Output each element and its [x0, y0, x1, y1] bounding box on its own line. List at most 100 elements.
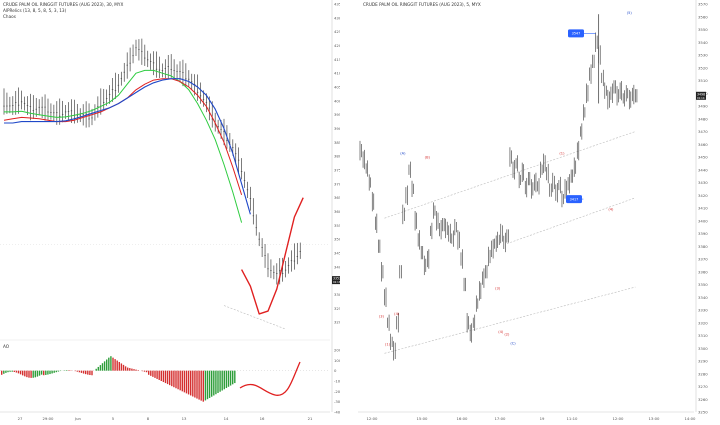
ao-bar: [53, 370, 55, 373]
ao-bar: [40, 370, 43, 375]
ao-bar: [164, 370, 167, 384]
left-x-tick-label: 14: [224, 416, 229, 421]
ao-bar: [171, 370, 173, 387]
left-x-tick-label: Jun: [74, 416, 82, 421]
right-x-tick-label: 11:10: [567, 416, 579, 421]
ao-label: AO: [3, 344, 10, 349]
left-trend-line: [223, 305, 286, 330]
wave-label: (5): [627, 11, 633, 15]
left-y-tick-label: 3750: [334, 168, 340, 173]
ao-bar: [129, 368, 131, 371]
ao-bar: [234, 370, 236, 384]
wave-label: (1): [559, 151, 565, 155]
ao-bar: [198, 370, 200, 400]
wave-label: (C): [510, 341, 516, 345]
ao-bar: [181, 370, 183, 392]
ao-bar: [36, 370, 39, 377]
left-price-badge: [332, 276, 340, 285]
left-y-tick-label: 4000: [334, 98, 340, 103]
ao-bar: [162, 370, 165, 383]
right-channel-upper: [384, 131, 636, 219]
left-chart-panel[interactable]: CRUDE PALM OIL RINGGIT FUTURES (AUG 2023…: [0, 0, 340, 425]
right-y-tick-label: 3420: [698, 193, 708, 198]
ao-bar: [3, 370, 5, 374]
ao-bar: [101, 363, 104, 371]
ao-bar: [215, 370, 217, 395]
left-y-tick-label: 4100: [334, 71, 340, 76]
ao-bar: [43, 370, 45, 376]
ao-bar: [47, 370, 49, 375]
ao-bar: [19, 370, 22, 375]
ao-bar: [38, 370, 41, 376]
ao-bar: [229, 370, 232, 386]
left-x-tick-label: 8: [147, 416, 150, 421]
right-y-tick-label: 3370: [698, 257, 708, 262]
ao-bar: [114, 359, 116, 371]
ao-y-tick-label: 0: [334, 368, 337, 373]
left-y-tick-label: 3400: [334, 264, 340, 269]
ao-bar: [45, 370, 47, 375]
ao-bar: [112, 357, 114, 371]
left-x-tick-label: 27: [18, 416, 23, 421]
ao-bar: [26, 370, 28, 378]
right-price-badge-time: 01:14: [697, 96, 705, 100]
ao-bar: [9, 370, 11, 372]
left-y-tick-label: 3800: [334, 154, 340, 159]
right-y-tick-label: 3410: [698, 206, 708, 211]
right-y-tick-label: 3260: [698, 397, 708, 402]
right-y-tick-label: 3250: [698, 410, 708, 415]
ao-bar: [213, 370, 215, 396]
right-x-tick-label: 12:00: [613, 416, 625, 421]
wave-label: (B): [425, 155, 431, 159]
ao-bar: [202, 370, 204, 402]
ao-bar: [1, 370, 3, 375]
ao-bar: [154, 370, 156, 378]
ao-bar: [7, 370, 9, 373]
left-y-tick-label: 3950: [334, 112, 340, 117]
ao-bar: [150, 370, 152, 376]
ao-bar: [158, 370, 160, 380]
right-y-tick-label: 3440: [698, 167, 708, 172]
ao-bar: [160, 370, 162, 381]
right-y-tick-label: 3330: [698, 308, 708, 313]
ao-bar: [192, 370, 194, 397]
left-price-chart[interactable]: 4350 4300 4250 4200 4150 4100 4050 4000 3950 3900…: [0, 0, 340, 425]
ao-bar: [190, 370, 192, 396]
ao-bar: [206, 370, 209, 400]
right-y-tick-label: 3280: [698, 371, 708, 376]
ao-bar: [211, 370, 213, 397]
ao-bar: [177, 370, 179, 390]
left-y-tick-label: 4250: [334, 29, 340, 34]
right-y-tick-label: 3530: [698, 53, 708, 58]
ao-bar: [89, 370, 91, 376]
ao-bar: [183, 370, 186, 393]
right-chart-panel[interactable]: CRUDE PALM OIL RINGGIT FUTURES (AUG 2023…: [358, 0, 720, 425]
ao-bar: [127, 367, 129, 371]
blue-price-label-top-text: 3547: [572, 32, 581, 36]
right-x-tick-label: 12:00: [367, 416, 379, 421]
wave-label: (2): [504, 333, 510, 337]
left-y-tick-label: 4300: [334, 15, 340, 20]
ao-bar: [187, 370, 190, 395]
left-y-tick-label: 3650: [334, 195, 340, 200]
ao-projection-curve: [239, 361, 301, 396]
right-price-chart[interactable]: 3570356035503540353035203510350034903480…: [358, 0, 720, 425]
right-y-tick-label: 3550: [698, 27, 708, 32]
ao-bar: [152, 370, 154, 377]
ao-y-tick-label: 200: [334, 348, 340, 353]
right-channel-mid: [506, 197, 636, 244]
ao-bar: [106, 359, 108, 371]
right-y-tick-label: 3400: [698, 218, 708, 223]
right-y-tick-label: 3390: [698, 231, 708, 236]
left-x-tick-label: 13: [182, 416, 187, 421]
right-y-tick-label: 3360: [698, 269, 708, 274]
ao-bar: [225, 370, 228, 389]
left-x-tick-label: 21: [308, 416, 313, 421]
ao-bar: [97, 366, 99, 371]
right-y-tick-label: 3480: [698, 116, 708, 121]
ao-bar: [99, 365, 102, 371]
ao-bar: [78, 370, 81, 373]
ao-bar: [208, 370, 211, 398]
left-green-ma-line: [4, 69, 243, 223]
ao-bar: [122, 364, 125, 371]
